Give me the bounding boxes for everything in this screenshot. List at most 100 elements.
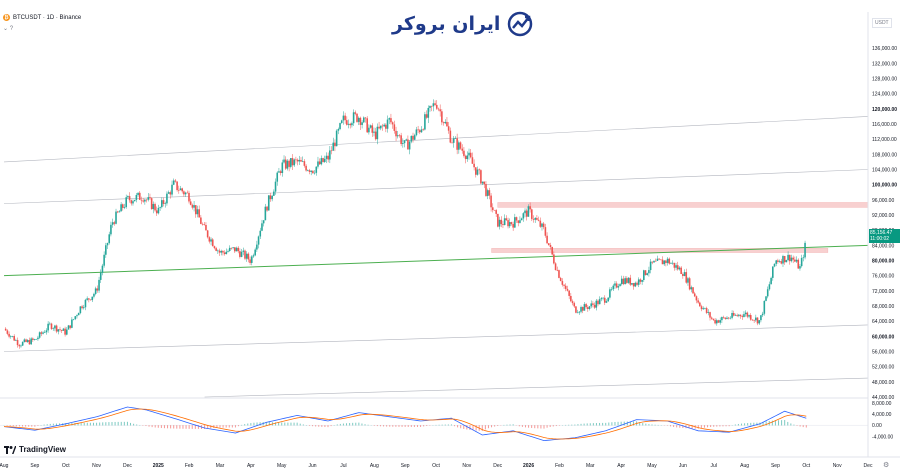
price-tick-label: 48,000.00: [872, 380, 894, 386]
candle-body: [464, 155, 467, 160]
candle-body: [699, 302, 701, 307]
macd-histogram-bar: [574, 424, 576, 426]
time-tick-label: May: [647, 463, 657, 469]
candle-body: [335, 130, 338, 147]
candle-body: [378, 126, 380, 129]
macd-histogram-bar: [253, 422, 255, 426]
candle-body: [15, 340, 17, 341]
macd-histogram-bar: [565, 424, 567, 426]
candle-body: [536, 218, 538, 220]
macd-histogram-bar: [234, 425, 236, 428]
quote-currency[interactable]: USDT: [872, 18, 892, 28]
macd-histogram-bar: [207, 425, 209, 429]
gear-icon[interactable]: ⚙: [883, 462, 890, 469]
candle-body: [49, 323, 51, 325]
macd-histogram-bar: [469, 425, 471, 430]
macd-histogram-bar: [441, 424, 443, 426]
macd-histogram-bar: [59, 423, 61, 426]
time-tick-label: Mar: [586, 463, 595, 469]
macd-histogram-bar: [157, 425, 159, 428]
candle-body: [317, 161, 319, 167]
candle-body: [30, 338, 32, 345]
candle-body: [98, 279, 100, 291]
price-tick-label: 92,000.00: [872, 213, 894, 219]
candle-body: [461, 148, 464, 151]
candle-body: [537, 219, 540, 221]
candle-body: [403, 140, 406, 144]
macd-histogram-bar: [358, 422, 360, 426]
candle-body: [271, 195, 273, 200]
macd-histogram-bar: [228, 425, 230, 428]
candle-body: [670, 263, 672, 264]
candle-body: [483, 181, 486, 185]
candle-body: [495, 210, 497, 214]
candle-body: [442, 122, 445, 124]
macd-histogram-bar: [25, 425, 27, 427]
candle-body: [6, 330, 9, 334]
macd-histogram-bar: [784, 420, 786, 426]
candle-body: [218, 250, 221, 253]
macd-histogram-bar: [225, 425, 227, 428]
macd-histogram-bar: [620, 421, 622, 426]
candle-body: [210, 239, 212, 242]
price-tick-label: 60,000.00: [872, 334, 894, 340]
candle-body: [430, 105, 433, 107]
candle-body: [466, 155, 469, 160]
candle-body: [775, 260, 777, 264]
candle-body: [130, 200, 133, 204]
candle-body: [476, 169, 479, 175]
macd-histogram-bar: [737, 423, 739, 426]
candle-body: [491, 207, 494, 211]
candle-body: [244, 250, 246, 259]
candle-body: [301, 161, 304, 162]
candle-body: [391, 122, 394, 125]
candle-body: [103, 254, 105, 266]
macd-histogram-bar: [28, 425, 30, 427]
candle-body: [709, 312, 711, 318]
candle-body: [200, 217, 202, 224]
macd-histogram-bar: [534, 425, 536, 429]
candle-body: [751, 319, 754, 321]
candle-body: [337, 129, 340, 131]
macd-histogram-bar: [299, 423, 301, 426]
macd-histogram-bar: [592, 423, 594, 426]
candle-body: [799, 266, 801, 269]
tradingview-logo[interactable]: TradingView: [4, 445, 66, 454]
macd-histogram-bar: [521, 425, 523, 427]
macd-histogram-bar: [506, 424, 508, 426]
candle-body: [512, 223, 514, 228]
candle-body: [668, 258, 671, 264]
candle-body: [749, 315, 752, 320]
symbol-header[interactable]: ₿ BTCUSDT · 1D · Binance: [3, 14, 81, 21]
candle-body: [753, 319, 755, 321]
candle-body: [629, 277, 632, 285]
candle-body: [663, 260, 665, 265]
macd-histogram-bar: [238, 425, 240, 427]
macd-histogram-bar: [83, 422, 85, 426]
macd-histogram-bar: [571, 424, 573, 426]
candle-body: [250, 256, 253, 263]
candle-body: [554, 263, 557, 271]
candle-body: [35, 339, 38, 340]
candle-body: [510, 222, 513, 224]
time-tick-label: Dec: [864, 463, 873, 469]
candle-body: [722, 317, 725, 318]
candle-body: [286, 160, 289, 169]
price-tick-label: 72,000.00: [872, 289, 894, 295]
candle-body: [332, 142, 335, 151]
macd-histogram-bar: [37, 425, 39, 426]
candle-body: [724, 317, 727, 319]
indicator-toggle[interactable]: ⌄ ?: [3, 26, 14, 32]
candle-body: [729, 317, 732, 319]
candle-body: [245, 253, 248, 259]
candle-body: [546, 235, 548, 244]
candle-body: [507, 220, 509, 227]
macd-histogram-bar: [250, 423, 252, 426]
candle-body: [62, 328, 65, 331]
candle-body: [276, 172, 279, 182]
candle-body: [802, 257, 805, 258]
macd-histogram-bar: [762, 421, 764, 426]
candle-body: [739, 314, 742, 317]
candle-body: [186, 192, 189, 194]
chart-trend-icon: [508, 11, 533, 37]
